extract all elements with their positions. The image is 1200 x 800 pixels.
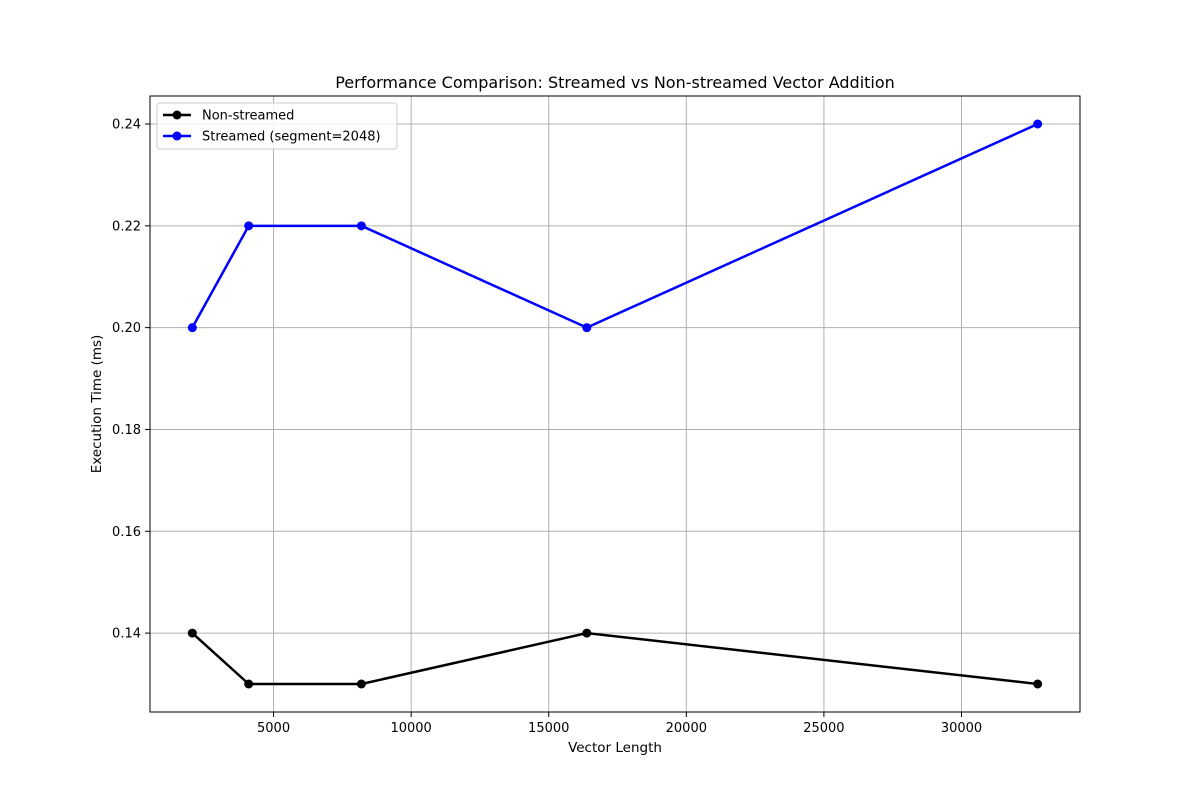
y-tick-label: 0.16 — [112, 525, 141, 540]
legend-entry: Non-streamed — [163, 109, 294, 124]
legend-entries: Non-streamed Streamed (segment=2048) — [163, 109, 381, 145]
x-tick-label: 20000 — [666, 721, 707, 736]
legend-box — [156, 102, 398, 150]
data-point — [244, 221, 254, 231]
data-point — [1033, 119, 1043, 129]
x-tick-label: 5000 — [257, 721, 290, 736]
y-tick-label: 0.22 — [112, 219, 141, 234]
data-point — [356, 221, 366, 231]
x-tick-label: 10000 — [390, 721, 431, 736]
y-axis-label: Execution Time (ms) — [89, 335, 105, 474]
y-tick-label: 0.20 — [112, 321, 141, 336]
legend-swatch-marker — [172, 110, 182, 120]
legend-label: Non-streamed — [202, 109, 294, 124]
series-layer — [187, 119, 1043, 689]
x-axis-label: Vector Length — [568, 740, 662, 756]
grid — [150, 96, 1080, 712]
plot-frame — [149, 95, 1081, 713]
data-point — [187, 628, 197, 638]
data-point — [244, 679, 254, 689]
y-tick-label: 0.14 — [112, 627, 141, 642]
data-point — [1033, 679, 1043, 689]
legend-swatch-marker — [172, 131, 182, 141]
x-tick-label: 15000 — [528, 721, 569, 736]
legend: Non-streamed Streamed (segment=2048) — [156, 102, 398, 150]
x-tick-label: 30000 — [941, 721, 982, 736]
data-point — [582, 323, 592, 333]
legend-entry: Streamed (segment=2048) — [163, 130, 381, 145]
series-0 — [187, 628, 1043, 689]
data-point — [356, 679, 366, 689]
ticks: 5000 10000 15000 20000 25000 30000 0.14 0.16 0.1… — [112, 118, 982, 737]
legend-label: Streamed (segment=2048) — [202, 130, 381, 145]
data-point — [582, 628, 592, 638]
y-tick-label: 0.18 — [112, 423, 141, 438]
series-1 — [187, 119, 1043, 333]
y-tick-label: 0.24 — [112, 118, 141, 133]
data-point — [187, 323, 197, 333]
chart-title: Performance Comparison: Streamed vs Non-… — [335, 73, 895, 92]
x-tick-label: 25000 — [803, 721, 844, 736]
